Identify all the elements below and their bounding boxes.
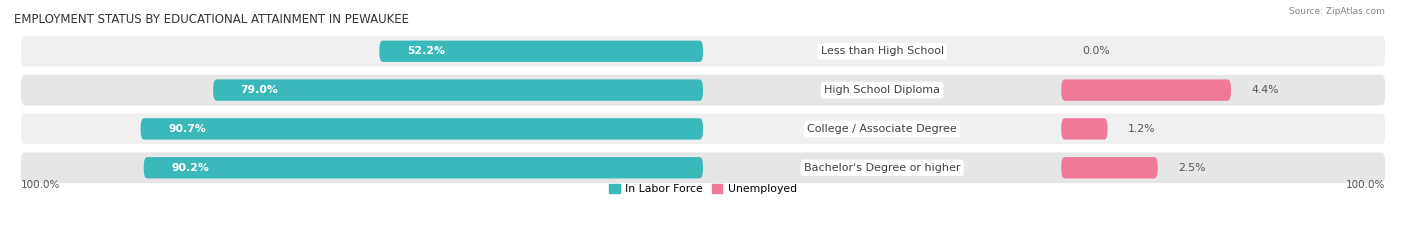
Text: 100.0%: 100.0% xyxy=(21,180,60,190)
Text: 52.2%: 52.2% xyxy=(406,46,444,56)
FancyBboxPatch shape xyxy=(214,79,703,101)
Text: College / Associate Degree: College / Associate Degree xyxy=(807,124,957,134)
FancyBboxPatch shape xyxy=(21,114,1385,144)
FancyBboxPatch shape xyxy=(1062,79,1232,101)
FancyBboxPatch shape xyxy=(1062,157,1157,178)
Text: Source: ZipAtlas.com: Source: ZipAtlas.com xyxy=(1289,7,1385,16)
Text: 100.0%: 100.0% xyxy=(1346,180,1385,190)
FancyBboxPatch shape xyxy=(380,41,703,62)
FancyBboxPatch shape xyxy=(141,118,703,140)
FancyBboxPatch shape xyxy=(21,152,1385,183)
Text: Bachelor's Degree or higher: Bachelor's Degree or higher xyxy=(804,163,960,173)
Text: High School Diploma: High School Diploma xyxy=(824,85,941,95)
FancyBboxPatch shape xyxy=(21,75,1385,105)
FancyBboxPatch shape xyxy=(143,157,703,178)
Text: EMPLOYMENT STATUS BY EDUCATIONAL ATTAINMENT IN PEWAUKEE: EMPLOYMENT STATUS BY EDUCATIONAL ATTAINM… xyxy=(14,13,409,26)
Text: 79.0%: 79.0% xyxy=(240,85,278,95)
FancyBboxPatch shape xyxy=(1062,118,1108,140)
FancyBboxPatch shape xyxy=(21,36,1385,67)
Legend: In Labor Force, Unemployed: In Labor Force, Unemployed xyxy=(605,180,801,199)
Text: Less than High School: Less than High School xyxy=(821,46,943,56)
Text: 0.0%: 0.0% xyxy=(1083,46,1109,56)
Text: 90.7%: 90.7% xyxy=(169,124,207,134)
Text: 1.2%: 1.2% xyxy=(1128,124,1156,134)
Text: 90.2%: 90.2% xyxy=(172,163,209,173)
Text: 4.4%: 4.4% xyxy=(1251,85,1279,95)
Text: 2.5%: 2.5% xyxy=(1178,163,1206,173)
